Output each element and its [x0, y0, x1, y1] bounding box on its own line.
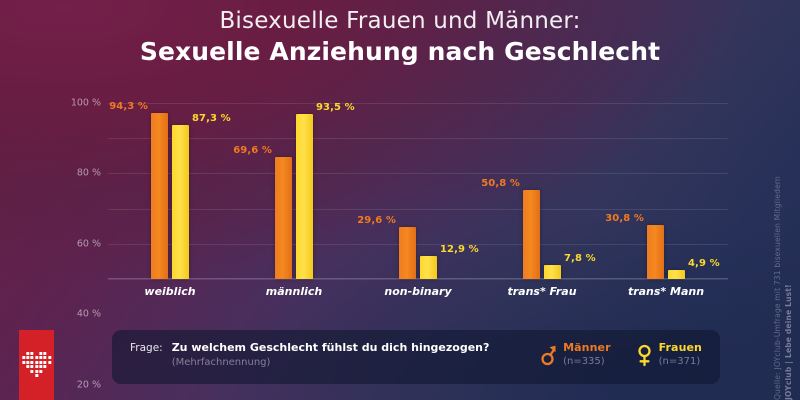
- gridline: 20 %: [77, 243, 728, 390]
- bar-group: 29,6 % 12,9 % non-binary: [356, 103, 480, 298]
- y-axis-tick-label: 20 %: [76, 379, 101, 391]
- bar-women[interactable]: 93,5 %: [296, 102, 355, 279]
- female-symbol-icon: [637, 344, 651, 367]
- bar-women[interactable]: 4,9 %: [668, 258, 720, 279]
- gridline: 100 %: [71, 98, 728, 109]
- bar-men[interactable]: 69,6 %: [233, 145, 292, 279]
- source-credit: Quelle: JOYclub-Umfrage mit 731 bisexuel…: [770, 0, 796, 400]
- title-line-1: Bisexuelle Frauen und Männer:: [219, 8, 581, 34]
- question-subnote: (Mehrfachnennung): [171, 357, 271, 368]
- bar-chart: 0 % 20 % 40 % 60 % 80 % 100 % 94,3 % 87,3 % wei…: [71, 98, 728, 390]
- legend-label-women: Frauen: [658, 341, 702, 354]
- bar-men[interactable]: 30,8 %: [605, 213, 664, 279]
- x-axis-line: [108, 278, 728, 279]
- bar-group: 30,8 % 4,9 % trans* Mann: [604, 103, 728, 298]
- gridline: 0 %: [108, 279, 728, 280]
- bar-value-label: 30,8 %: [605, 212, 644, 224]
- pixel-heart-icon: [21, 352, 52, 377]
- bar-value-label: 12,9 %: [440, 244, 479, 256]
- category-label: weiblich: [144, 285, 196, 298]
- y-axis-tick-label: 40 %: [76, 308, 101, 320]
- bar-value-label: 7,8 %: [564, 253, 596, 265]
- bar-men[interactable]: 94,3 %: [109, 101, 168, 279]
- legend-count-men: (n=335): [563, 356, 605, 367]
- bar-men[interactable]: 29,6 %: [357, 215, 416, 279]
- gridline: 60 %: [77, 173, 728, 249]
- question-label: Frage:: [130, 342, 163, 354]
- bar-value-label: 4,9 %: [688, 258, 720, 270]
- question-text: Zu welchem Geschlecht fühlst du dich hin…: [171, 341, 490, 354]
- bar-group: 50,8 % 7,8 % trans* Frau: [480, 103, 604, 298]
- bar-women[interactable]: 12,9 %: [420, 244, 479, 279]
- bar-value-label: 50,8 %: [481, 177, 520, 189]
- legend-item-men[interactable]: Männer (n=335): [541, 342, 611, 368]
- bar-value-label: 93,5 %: [316, 102, 355, 114]
- bar-men[interactable]: 50,8 %: [481, 178, 540, 279]
- joyclub-logo: [19, 330, 54, 400]
- y-axis-tick-label: 60 %: [76, 238, 101, 250]
- legend-count-women: (n=371): [658, 356, 701, 367]
- legend: Männer (n=335) Frauen (n=371): [541, 342, 702, 368]
- male-symbol-icon: [541, 345, 556, 366]
- bar-value-label: 69,6 %: [233, 144, 272, 156]
- legend-label-men: Männer: [563, 341, 611, 354]
- source-line-2: JOYclub | Lebe deine Lust!: [784, 284, 793, 400]
- page-title: Bisexuelle Frauen und Männer: Sexuelle A…: [0, 6, 800, 68]
- source-line-1: Quelle: JOYclub-Umfrage mit 731 bisexuel…: [773, 175, 782, 400]
- gridline: 80 %: [77, 138, 728, 179]
- category-label: non-binary: [384, 285, 452, 298]
- bar-women[interactable]: 87,3 %: [172, 113, 231, 279]
- footer-panel: Frage: Zu welchem Geschlecht fühlst du d…: [112, 330, 720, 384]
- y-axis-tick-label: 80 %: [76, 167, 101, 179]
- category-label: trans* Mann: [627, 285, 705, 298]
- bar-value-label: 94,3 %: [109, 101, 148, 113]
- legend-item-women[interactable]: Frauen (n=371): [637, 342, 702, 368]
- bar-value-label: 29,6 %: [357, 214, 396, 226]
- bar-group: 69,6 % 93,5 % männlich: [232, 102, 356, 298]
- category-label: männlich: [265, 285, 323, 298]
- bar-groups: 94,3 % 87,3 % weiblich 69,6 % 93,5 % männlich…: [108, 101, 728, 298]
- bar-value-label: 87,3 %: [192, 113, 231, 125]
- title-line-2: Sexuelle Anziehung nach Geschlecht: [139, 37, 661, 66]
- question-block: Frage: Zu welchem Geschlecht fühlst du d…: [130, 341, 489, 370]
- category-label: trans* Frau: [507, 285, 577, 298]
- y-axis-tick-label: 100 %: [70, 97, 101, 109]
- bar-group: 94,3 % 87,3 % weiblich: [108, 101, 232, 298]
- gridline: 40 %: [77, 208, 728, 320]
- bar-women[interactable]: 7,8 %: [544, 253, 596, 279]
